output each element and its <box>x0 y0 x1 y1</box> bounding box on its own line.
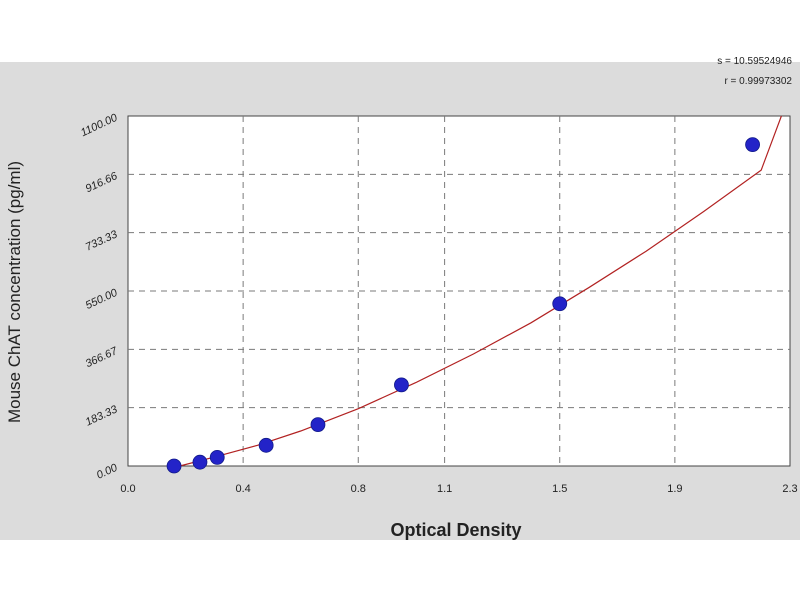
y-tick-label: 183.33 <box>84 403 120 428</box>
x-tick-label: 1.1 <box>437 483 452 495</box>
fit-statistic-s: s = 10.59524946 <box>717 56 792 67</box>
y-tick-label: 550.00 <box>84 286 120 311</box>
data-point <box>394 377 409 393</box>
data-point <box>209 450 225 465</box>
data-point <box>552 296 568 312</box>
x-axis-label: Optical Density <box>390 520 521 540</box>
calibration-chart: 0.0 0.4 0.8 1.1 1.5 1.9 2.3 0.00 183.33 366.67 550… <box>5 111 798 540</box>
y-tick-label: 366.67 <box>84 345 120 370</box>
chart-panel: s = 10.59524946 r = 0.99973302 0.0 0.4 0.8… <box>0 56 800 540</box>
y-tick-label: 733.33 <box>84 228 120 253</box>
x-tick-label: 0.4 <box>235 483 250 495</box>
x-tick-label: 0.0 <box>120 483 135 495</box>
fit-statistic-r: r = 0.99973302 <box>724 76 792 87</box>
x-tick-label: 1.9 <box>667 483 682 495</box>
y-axis-label: Mouse ChAT concentration (pg/ml) <box>5 161 24 423</box>
fit-curve <box>179 115 782 467</box>
y-tick-label: 1100.00 <box>79 111 120 139</box>
x-tick-label: 2.3 <box>782 483 797 495</box>
data-point <box>192 454 208 470</box>
x-tick-label: 1.5 <box>552 483 567 495</box>
y-tick-label: 916.66 <box>84 170 120 195</box>
data-point <box>258 437 274 453</box>
data-point <box>166 458 182 474</box>
data-point <box>745 137 760 153</box>
data-point <box>310 417 326 433</box>
y-tick-label: 0.00 <box>95 461 120 481</box>
x-tick-label: 0.8 <box>351 483 366 495</box>
